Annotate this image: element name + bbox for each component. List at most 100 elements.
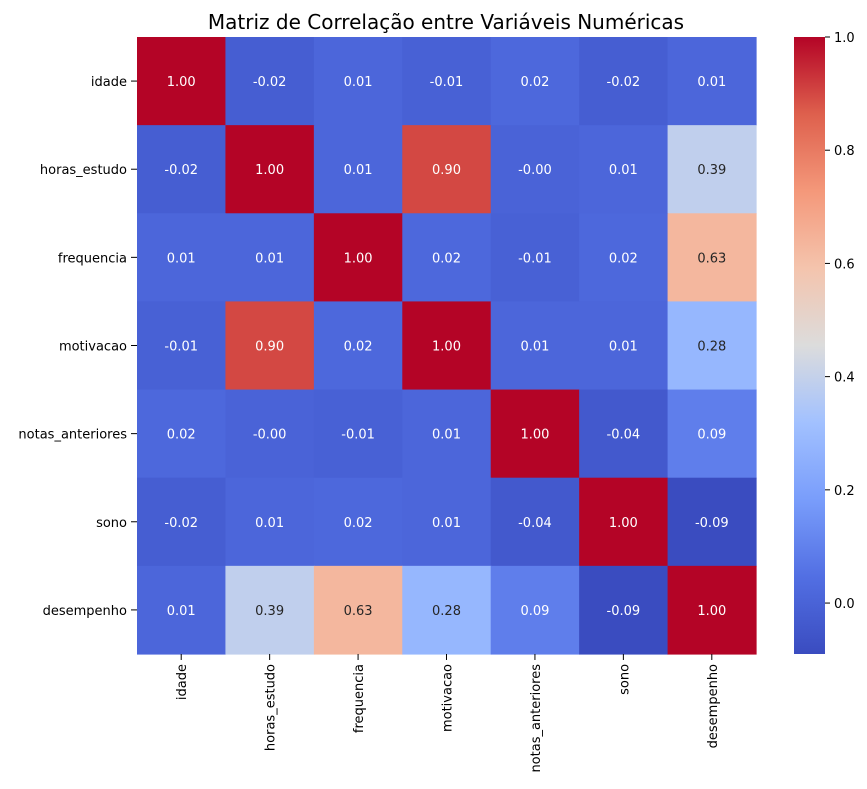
heatmap-cell <box>402 125 492 214</box>
cell-value-label: 0.01 <box>520 339 549 354</box>
heatmap-cell <box>313 37 403 126</box>
cell-value-label: -0.02 <box>164 163 198 178</box>
heatmap-cell <box>667 565 757 655</box>
cell-value-label: -0.01 <box>518 251 552 266</box>
cell-value-label: 0.02 <box>167 428 196 443</box>
heatmap-cell <box>402 477 492 567</box>
heatmap-cell <box>490 565 580 655</box>
row-tick-labels: idade horas_estudo frequencia motivacao nota… <box>18 75 137 619</box>
col-tick-label: frequencia <box>352 664 367 733</box>
cell-value-label: 0.02 <box>432 251 461 266</box>
heatmap-cell <box>490 125 580 214</box>
cell-value-label: 0.02 <box>520 75 549 90</box>
cell-value-label: 0.09 <box>697 428 726 443</box>
row-tick-label: sono <box>96 516 127 531</box>
heatmap-cell <box>667 477 757 567</box>
heatmap-cell <box>579 477 669 567</box>
heatmap-cell <box>402 389 492 479</box>
cell-value-label: 0.01 <box>697 75 726 90</box>
cell-value-label: 1.00 <box>609 516 638 531</box>
colorbar-tick-label: 1.0 <box>834 31 855 46</box>
cell-value-label: 0.01 <box>167 604 196 619</box>
heatmap-cell <box>137 37 227 126</box>
cell-value-label: -0.01 <box>341 428 375 443</box>
row-tick-label: idade <box>91 75 127 90</box>
heatmap-cell <box>137 301 227 391</box>
heatmap-cell <box>313 125 403 214</box>
row-tick-label: horas_estudo <box>40 163 127 178</box>
heatmap-cell <box>137 213 227 303</box>
heatmap-cell <box>313 389 403 479</box>
cell-value-label: -0.02 <box>253 75 287 90</box>
cell-value-label: 1.00 <box>432 339 461 354</box>
heatmap-cell <box>579 301 669 391</box>
cell-value-label: -0.09 <box>607 604 641 619</box>
heatmap-cell <box>579 125 669 214</box>
cell-value-label: -0.04 <box>518 516 552 531</box>
heatmap-cell <box>667 125 757 214</box>
cell-value-label: -0.01 <box>164 339 198 354</box>
heatmap-cell <box>225 213 315 303</box>
cell-value-label: 0.02 <box>609 251 638 266</box>
heatmap-cell <box>137 125 227 214</box>
cell-value-label: 1.00 <box>520 428 549 443</box>
col-tick-label: sono <box>617 664 632 695</box>
colorbar-ticks: 0.0 0.2 0.4 0.6 0.8 1.0 <box>825 31 855 612</box>
heatmap-cell <box>490 213 580 303</box>
colorbar: 0.0 0.2 0.4 0.6 0.8 1.0 <box>794 31 855 654</box>
col-tick-labels: idade horas_estudo frequencia motivacao nota… <box>175 653 721 773</box>
col-tick-label: motivacao <box>441 664 456 732</box>
cell-value-label: 0.01 <box>255 516 284 531</box>
heatmap-cell <box>225 37 315 126</box>
cell-value-label: 1.00 <box>344 251 373 266</box>
heatmap-cell <box>490 37 580 126</box>
heatmap-cell <box>313 477 403 567</box>
cell-value-label: 0.28 <box>697 339 726 354</box>
cell-value-label: 0.39 <box>697 163 726 178</box>
cell-value-label: 0.01 <box>167 251 196 266</box>
heatmap-cell <box>579 565 669 655</box>
heatmap-cells: 1.00 -0.02 0.01 -0.01 0.02 -0.02 0.01 -0.02 1.00… <box>137 37 757 655</box>
row-tick-label: motivacao <box>59 339 127 354</box>
cell-value-label: 0.01 <box>609 163 638 178</box>
colorbar-tick-label: 0.0 <box>834 597 855 612</box>
cell-value-label: 0.02 <box>344 339 373 354</box>
heatmap-cell <box>225 301 315 391</box>
heatmap-cell <box>402 213 492 303</box>
cell-value-label: -0.02 <box>164 516 198 531</box>
cell-value-label: 0.09 <box>520 604 549 619</box>
col-tick-label: idade <box>175 664 190 700</box>
cell-value-label: 0.01 <box>432 516 461 531</box>
cell-value-label: 1.00 <box>255 163 284 178</box>
heatmap-cell <box>225 125 315 214</box>
chart-title: Matriz de Correlação entre Variáveis Num… <box>208 10 684 34</box>
heatmap-cell <box>579 389 669 479</box>
heatmap-cell <box>667 213 757 303</box>
cell-value-label: 0.01 <box>255 251 284 266</box>
heatmap-cell <box>137 389 227 479</box>
colorbar-tick-label: 0.2 <box>834 484 855 499</box>
heatmap-cell <box>490 389 580 479</box>
heatmap-cell <box>667 389 757 479</box>
cell-value-label: -0.00 <box>518 163 552 178</box>
cell-value-label: 0.63 <box>697 251 726 266</box>
row-tick-label: frequencia <box>58 251 127 266</box>
heatmap-cell <box>137 477 227 567</box>
cell-value-label: 0.63 <box>344 604 373 619</box>
col-tick-label: desempenho <box>706 664 721 748</box>
cell-value-label: -0.01 <box>430 75 464 90</box>
heatmap-cell <box>225 477 315 567</box>
heatmap-cell <box>490 477 580 567</box>
row-tick-label: desempenho <box>43 604 127 619</box>
cell-value-label: 0.02 <box>344 516 373 531</box>
cell-value-label: -0.02 <box>607 75 641 90</box>
colorbar-tick-label: 0.8 <box>834 144 855 159</box>
cell-value-label: 1.00 <box>167 75 196 90</box>
cell-value-label: 0.01 <box>344 163 373 178</box>
cell-value-label: 0.90 <box>255 339 284 354</box>
cell-value-label: 0.39 <box>255 604 284 619</box>
cell-value-label: 0.01 <box>432 428 461 443</box>
heatmap-cell <box>137 565 227 655</box>
heatmap-cell <box>225 389 315 479</box>
